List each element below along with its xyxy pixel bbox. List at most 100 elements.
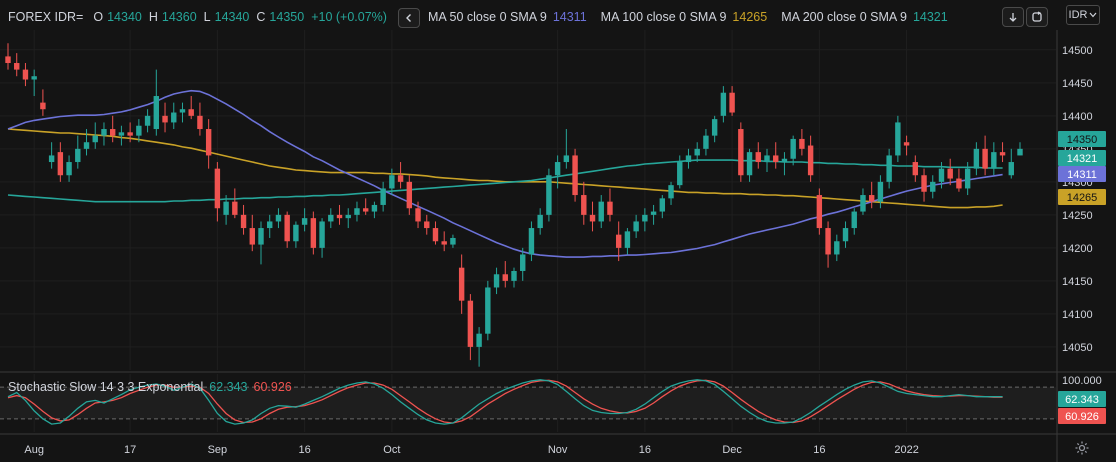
candle bbox=[764, 148, 770, 172]
candle bbox=[284, 211, 290, 248]
candle-body bbox=[964, 168, 971, 189]
candle-body bbox=[162, 115, 168, 123]
refresh-button[interactable] bbox=[1026, 7, 1048, 27]
candle bbox=[886, 148, 892, 189]
currency-selector[interactable]: IDR bbox=[1066, 5, 1100, 25]
candle-body bbox=[371, 204, 378, 212]
candle-body bbox=[389, 175, 395, 189]
ma50-label: MA 50 close 0 SMA 9 bbox=[428, 10, 547, 24]
low-value: 14340 bbox=[214, 10, 250, 24]
candle bbox=[153, 69, 160, 136]
candle-body bbox=[903, 142, 910, 146]
stochastic-d-tag-bg bbox=[1058, 408, 1106, 424]
y-tick-label: 14500 bbox=[1062, 45, 1093, 57]
candles[interactable] bbox=[5, 43, 1023, 367]
candle bbox=[677, 155, 683, 189]
candle bbox=[711, 115, 718, 143]
price-tag-text: 14350 bbox=[1067, 134, 1098, 146]
chart-settings-button[interactable] bbox=[1074, 440, 1090, 460]
candle bbox=[615, 221, 622, 262]
candle-body bbox=[755, 152, 761, 163]
candle bbox=[563, 129, 570, 169]
candle bbox=[860, 188, 866, 215]
candle-body bbox=[153, 96, 160, 130]
candle bbox=[807, 135, 814, 182]
candle-body bbox=[258, 228, 264, 245]
candle-body bbox=[546, 175, 552, 215]
ma50-value: 14311 bbox=[552, 10, 587, 24]
candle bbox=[947, 158, 953, 186]
candle-body bbox=[75, 148, 81, 163]
candle bbox=[851, 208, 857, 235]
chevron-left-icon bbox=[406, 14, 411, 22]
candle bbox=[136, 119, 142, 143]
candle-body bbox=[415, 208, 421, 222]
candle bbox=[1008, 148, 1014, 179]
y-tick-label: 14100 bbox=[1062, 309, 1093, 321]
candle-body bbox=[642, 214, 648, 222]
candle bbox=[729, 86, 735, 116]
candle-body bbox=[345, 214, 351, 219]
x-axis: Aug 17 Sep 16 Oct Nov 16 Dec 16 2022 bbox=[24, 444, 918, 456]
y-tick-label: 14150 bbox=[1062, 276, 1093, 288]
candle bbox=[685, 148, 692, 169]
x-tick-label: Oct bbox=[383, 444, 400, 456]
candle bbox=[895, 115, 901, 163]
candle bbox=[877, 175, 884, 209]
candle-body bbox=[205, 129, 212, 156]
candle bbox=[31, 69, 37, 97]
candle bbox=[912, 155, 919, 182]
candle-body bbox=[319, 221, 325, 248]
candle bbox=[520, 247, 526, 281]
candle-body bbox=[328, 214, 334, 222]
ma200-value: 14321 bbox=[912, 10, 948, 24]
ma100-label: MA 100 close 0 SMA 9 bbox=[600, 10, 727, 24]
stochastic-legend: Stochastic Slow 14 3 3 Exponential 62.34… bbox=[8, 380, 292, 394]
ohlc-legend: FOREX IDR= O 14340 H 14360 L 14340 C 14350 +… bbox=[8, 10, 390, 24]
stochastic-label: Stochastic Slow 14 3 3 Exponential bbox=[8, 380, 204, 394]
candle-body bbox=[607, 201, 613, 215]
candle bbox=[773, 142, 779, 169]
x-tick-label: Dec bbox=[722, 444, 742, 456]
candle bbox=[354, 201, 360, 222]
candle bbox=[22, 63, 29, 87]
price-tag: 14311 bbox=[1058, 166, 1106, 182]
candle bbox=[14, 53, 20, 77]
candle-body bbox=[310, 218, 317, 248]
candle-body bbox=[502, 274, 508, 281]
candle-body bbox=[930, 181, 936, 192]
candle bbox=[450, 234, 456, 248]
x-tick-label: 16 bbox=[298, 444, 310, 456]
candle bbox=[249, 214, 255, 252]
candle bbox=[485, 280, 491, 341]
candle-body bbox=[851, 211, 857, 229]
candle bbox=[5, 43, 11, 70]
candle bbox=[938, 162, 945, 189]
candle-body bbox=[528, 228, 535, 255]
candle-body bbox=[14, 63, 20, 70]
candle-body bbox=[781, 158, 788, 163]
candle-body bbox=[1008, 162, 1014, 176]
candle bbox=[406, 175, 413, 215]
candle bbox=[816, 188, 823, 235]
ma200-label: MA 200 close 0 SMA 9 bbox=[781, 10, 907, 24]
candle-body bbox=[685, 155, 692, 163]
candle bbox=[362, 198, 369, 215]
candle bbox=[66, 155, 72, 182]
candle-body bbox=[493, 274, 500, 288]
price-tag: 14321 bbox=[1058, 150, 1106, 166]
candle bbox=[301, 208, 308, 232]
y-tick-label: 14400 bbox=[1062, 111, 1093, 123]
candle-body bbox=[991, 152, 997, 169]
candle bbox=[319, 218, 325, 258]
candle-body bbox=[485, 287, 491, 334]
candle-body bbox=[441, 241, 447, 245]
candle bbox=[999, 142, 1006, 163]
download-button[interactable] bbox=[1002, 7, 1024, 27]
candle bbox=[825, 221, 831, 268]
candle bbox=[581, 181, 587, 225]
x-tick-label: 17 bbox=[124, 444, 136, 456]
candle-body bbox=[764, 155, 770, 163]
collapse-legend-button[interactable] bbox=[398, 8, 420, 28]
